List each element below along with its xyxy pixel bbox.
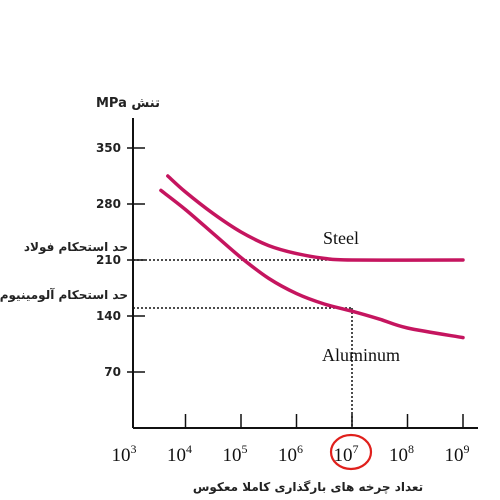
y-tick-label: 70 xyxy=(104,365,121,379)
y-tick-label: 280 xyxy=(96,197,121,211)
x-tick-label: 103 xyxy=(112,442,137,466)
x-tick-label: 109 xyxy=(445,442,470,466)
highlight-circle xyxy=(329,433,373,471)
series-label-steel: Steel xyxy=(323,228,359,248)
series-line-aluminum xyxy=(159,188,465,340)
annotation-label: حد استحکام آلومینیوم xyxy=(0,287,128,303)
x-tick-label: 107 xyxy=(334,442,359,466)
y-tick-label: 350 xyxy=(96,141,121,155)
x-axis-label: تعداد چرخه های بارگذاری کاملا معکوس xyxy=(193,480,423,495)
x-tick-label: 106 xyxy=(278,442,303,466)
y-axis-label: MPa تنش xyxy=(96,96,160,111)
series-line-steel xyxy=(166,174,465,262)
x-tick-label: 105 xyxy=(223,442,248,466)
series-label-aluminum: Aluminum xyxy=(322,345,400,365)
y-tick-label: 210 xyxy=(96,253,121,267)
x-tick-label: 108 xyxy=(389,442,414,466)
annotation-label: حد استحکام فولاد xyxy=(24,240,128,255)
x-tick-label: 104 xyxy=(167,442,192,466)
y-tick-label: 140 xyxy=(96,309,121,323)
